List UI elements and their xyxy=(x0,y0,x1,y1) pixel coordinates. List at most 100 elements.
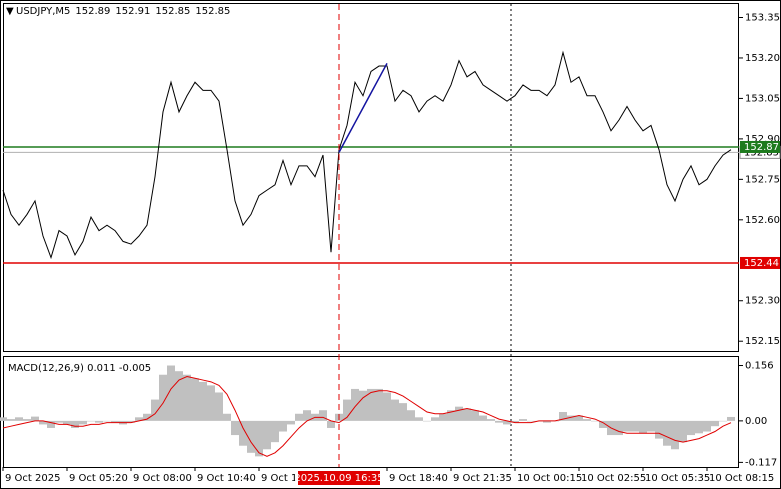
macd-bar xyxy=(415,417,423,421)
macd-bar xyxy=(727,416,735,421)
y-tick-label: 0.156 xyxy=(745,361,774,372)
macd-bar xyxy=(359,390,367,421)
macd-bar xyxy=(159,374,167,421)
macd-bar xyxy=(327,420,335,428)
macd-bar xyxy=(559,412,567,421)
macd-title: MACD(12,26,9) 0.011 -0.005 xyxy=(8,363,151,374)
level-label: 152.87 xyxy=(744,142,779,153)
macd-bar xyxy=(343,399,351,421)
macd-bar xyxy=(295,413,303,421)
x-tick-label: 9 Oct 2025 xyxy=(5,473,60,484)
macd-bar xyxy=(383,392,391,421)
signal-line xyxy=(2,375,732,457)
macd-bar xyxy=(599,420,607,428)
macd-bar xyxy=(719,420,727,422)
macd-bar xyxy=(79,420,87,425)
macd-bar xyxy=(287,420,295,425)
macd-bar xyxy=(647,420,655,432)
macd-bar xyxy=(423,420,431,422)
macd-bar xyxy=(23,419,31,421)
x-tick-label: 10 Oct 02:55 xyxy=(581,473,646,484)
macd-bar xyxy=(391,399,399,421)
y-tick-label: 153.35 xyxy=(745,12,780,23)
x-tick-label: 9 Oct 08:00 xyxy=(133,473,192,484)
x-tick-label: 9 Oct 05:20 xyxy=(69,473,128,484)
macd-bar xyxy=(103,420,111,422)
macd-bar xyxy=(55,420,63,423)
macd-bar xyxy=(151,399,159,421)
macd-bar xyxy=(0,417,7,421)
symbol: USDJPY,M5 xyxy=(16,6,70,17)
macd-bar xyxy=(239,420,247,446)
macd-bar xyxy=(47,420,55,428)
macd-bar xyxy=(663,420,671,446)
macd-bar xyxy=(463,408,471,421)
macd-bar xyxy=(247,420,255,453)
macd-bar xyxy=(479,415,487,421)
macd-bar xyxy=(111,420,119,423)
macd-bar xyxy=(279,420,287,432)
chart-header: USDJPY,M5 152.89 152.91 152.85 152.85 xyxy=(16,6,230,17)
price-line xyxy=(2,50,732,260)
ohlc-value: 152.85 xyxy=(195,6,230,17)
ohlc-value: 152.85 xyxy=(155,6,190,17)
macd-bar xyxy=(575,415,583,421)
macd-bar xyxy=(591,420,599,422)
macd-bar xyxy=(207,385,215,421)
macd-bar xyxy=(175,371,183,421)
macd-bar xyxy=(319,410,327,421)
level-box xyxy=(740,256,780,269)
macd-bar xyxy=(95,420,103,423)
x-tick-label: 9 Oct 13:20 xyxy=(261,473,320,484)
macd-bar xyxy=(223,413,231,421)
y-tick-label: 153.20 xyxy=(745,53,780,64)
macd-bar xyxy=(567,415,575,421)
macd-bar xyxy=(191,378,199,421)
macd-bar xyxy=(231,420,239,436)
macd-bar xyxy=(167,365,175,421)
macd-bar xyxy=(695,420,703,434)
macd-bar xyxy=(367,388,375,421)
level-box xyxy=(740,140,780,153)
macd-bar xyxy=(255,420,263,457)
macd-bar xyxy=(455,406,463,421)
x-tick-label: 9 Oct 18:40 xyxy=(389,473,448,484)
macd-bar xyxy=(39,420,47,425)
macd-bar xyxy=(495,420,503,423)
macd-bar xyxy=(63,420,71,425)
ohlc-value: 152.89 xyxy=(75,6,110,17)
macd-bar xyxy=(631,420,639,432)
y-tick-label: 152.75 xyxy=(745,174,780,185)
macd-bar xyxy=(351,388,359,421)
macd-bar xyxy=(407,410,415,421)
macd-bar xyxy=(639,420,647,434)
macd-bar xyxy=(655,420,663,439)
macd-bar xyxy=(615,420,623,436)
level-label: 152.44 xyxy=(744,258,779,269)
crosshair-label: 2025.10.09 16:35 xyxy=(294,473,383,484)
macd-bar xyxy=(87,420,95,422)
macd-bar xyxy=(687,420,695,436)
macd-bar xyxy=(127,420,135,423)
macd-bar xyxy=(543,420,551,423)
macd-bar xyxy=(487,419,495,421)
x-tick-label: 9 Oct 21:35 xyxy=(453,473,512,484)
y-tick-label: 152.60 xyxy=(745,215,780,226)
macd-bar xyxy=(31,416,39,421)
macd-bar xyxy=(671,420,679,450)
y-tick-label: 152.30 xyxy=(745,296,780,307)
trend-line xyxy=(338,62,388,153)
y-tick-label: 152.90 xyxy=(745,134,780,145)
macd-bar xyxy=(143,413,151,421)
macd-bar xyxy=(215,392,223,421)
macd-panel xyxy=(3,356,739,468)
macd-bar xyxy=(135,417,143,421)
x-tick-label: 10 Oct 00:15 xyxy=(517,473,582,484)
menu-arrow: ▼ xyxy=(6,6,14,17)
x-tick-label: 10 Oct 05:35 xyxy=(645,473,710,484)
y-tick-label: -0.117 xyxy=(745,457,777,468)
macd-bar xyxy=(399,403,407,421)
macd-bar xyxy=(471,410,479,421)
macd-bar xyxy=(703,420,711,432)
